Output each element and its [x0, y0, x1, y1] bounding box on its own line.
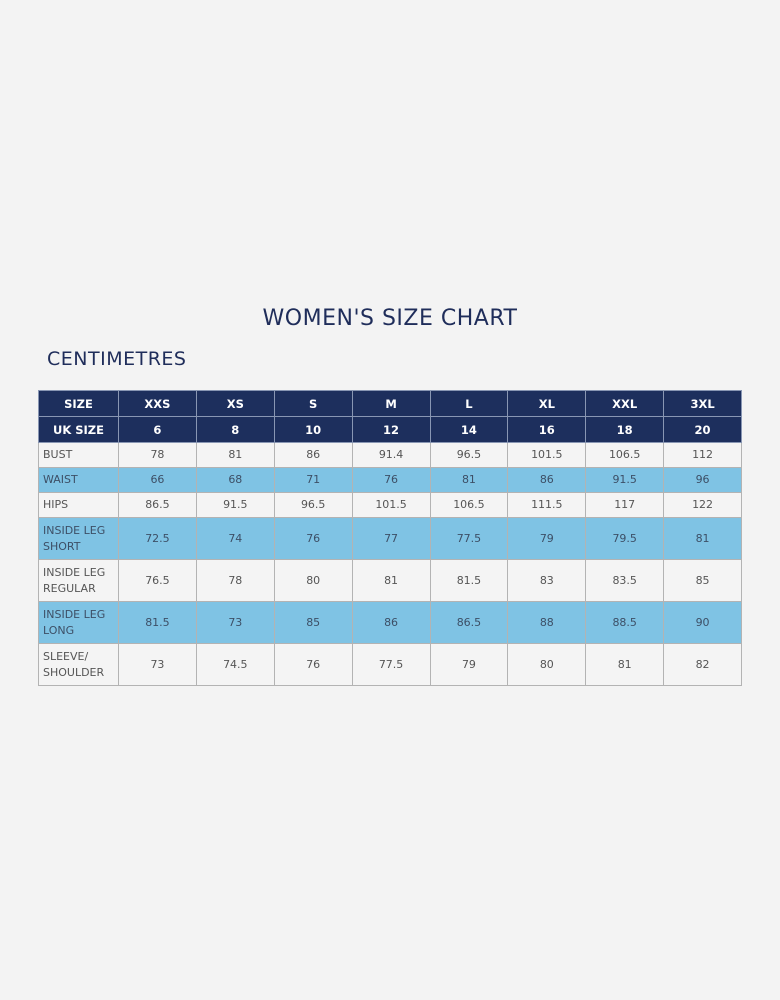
cell: 101.5	[351, 492, 431, 518]
cell: 88	[507, 601, 587, 644]
cell: 82	[663, 643, 742, 686]
cell: 8	[195, 416, 275, 443]
cell: 112	[663, 442, 742, 468]
cell: 122	[663, 492, 742, 518]
table-row: INSIDE LEG REGULAR 76.5 78 80 81 81.5 83 83.5 85	[38, 559, 742, 602]
cell: 12	[351, 416, 431, 443]
cell: 91.4	[351, 442, 431, 468]
table-row: INSIDE LEG LONG 81.5 73 85 86 86.5 88 88.5 90	[38, 601, 742, 644]
cell: 91.5	[195, 492, 275, 518]
cell: 86	[351, 601, 431, 644]
cell: 76	[273, 643, 353, 686]
cell: 16	[507, 416, 587, 443]
cell: 77.5	[429, 517, 509, 560]
row-label: INSIDE LEG REGULAR	[38, 559, 119, 602]
cell: 20	[663, 416, 742, 443]
size-table: SIZE XXS XS S M L XL XXL 3XL UK SIZE 6 8 10 12 14 16 18 2…	[38, 390, 742, 686]
header-row: UK SIZE 6 8 10 12 14 16 18 20	[38, 416, 742, 443]
table-row: WAIST 66 68 71 76 81 86 91.5 96	[38, 467, 742, 493]
cell: 86.5	[429, 601, 509, 644]
cell: 80	[273, 559, 353, 602]
row-label: WAIST	[38, 467, 119, 493]
cell: 6	[118, 416, 197, 443]
cell: 96.5	[273, 492, 353, 518]
cell: 76.5	[118, 559, 197, 602]
cell: 80	[507, 643, 587, 686]
cell: 96.5	[429, 442, 509, 468]
cell: 73	[118, 643, 197, 686]
cell: S	[273, 390, 353, 417]
cell: 83.5	[585, 559, 665, 602]
cell: 81.5	[118, 601, 197, 644]
cell: 76	[273, 517, 353, 560]
row-label: INSIDE LEG SHORT	[38, 517, 119, 560]
title: WOMEN'S SIZE CHART	[262, 306, 518, 331]
row-label: HIPS	[38, 492, 119, 518]
cell: XS	[195, 390, 275, 417]
cell: 73	[195, 601, 275, 644]
row-label: INSIDE LEG LONG	[38, 601, 119, 644]
cell: 18	[585, 416, 665, 443]
cell: 81	[195, 442, 275, 468]
cell: 81.5	[429, 559, 509, 602]
table-row: BUST 78 81 86 91.4 96.5 101.5 106.5 112	[38, 442, 742, 468]
cell: 111.5	[507, 492, 587, 518]
subtitle: CENTIMETRES	[47, 348, 187, 370]
cell: 72.5	[118, 517, 197, 560]
cell: 68	[195, 467, 275, 493]
cell: 91.5	[585, 467, 665, 493]
cell: 83	[507, 559, 587, 602]
row-label: UK SIZE	[38, 416, 119, 443]
cell: 81	[585, 643, 665, 686]
row-label: SLEEVE/ SHOULDER	[38, 643, 119, 686]
cell: 86	[507, 467, 587, 493]
cell: 86.5	[118, 492, 197, 518]
cell: 14	[429, 416, 509, 443]
cell: 101.5	[507, 442, 587, 468]
cell: 96	[663, 467, 742, 493]
cell: 77.5	[351, 643, 431, 686]
cell: 117	[585, 492, 665, 518]
table-row: SLEEVE/ SHOULDER 73 74.5 76 77.5 79 80 81 82	[38, 643, 742, 686]
cell: XXS	[118, 390, 197, 417]
cell: 81	[429, 467, 509, 493]
cell: 74.5	[195, 643, 275, 686]
cell: 88.5	[585, 601, 665, 644]
table-row: HIPS 86.5 91.5 96.5 101.5 106.5 111.5 117 122	[38, 492, 742, 518]
cell: 79	[507, 517, 587, 560]
cell: 78	[118, 442, 197, 468]
cell: 74	[195, 517, 275, 560]
cell: 106.5	[429, 492, 509, 518]
cell: 79.5	[585, 517, 665, 560]
row-label: BUST	[38, 442, 119, 468]
cell: 71	[273, 467, 353, 493]
row-label: SIZE	[38, 390, 119, 417]
cell: 10	[273, 416, 353, 443]
cell: 77	[351, 517, 431, 560]
cell: 3XL	[663, 390, 742, 417]
cell: 85	[273, 601, 353, 644]
cell: 66	[118, 467, 197, 493]
cell: M	[351, 390, 431, 417]
cell: 106.5	[585, 442, 665, 468]
cell: 76	[351, 467, 431, 493]
cell: XL	[507, 390, 587, 417]
cell: 85	[663, 559, 742, 602]
cell: 81	[663, 517, 742, 560]
cell: XXL	[585, 390, 665, 417]
cell: L	[429, 390, 509, 417]
table-row: INSIDE LEG SHORT 72.5 74 76 77 77.5 79 79.5 81	[38, 517, 742, 560]
cell: 86	[273, 442, 353, 468]
cell: 90	[663, 601, 742, 644]
header-row: SIZE XXS XS S M L XL XXL 3XL	[38, 390, 742, 417]
cell: 78	[195, 559, 275, 602]
cell: 81	[351, 559, 431, 602]
cell: 79	[429, 643, 509, 686]
